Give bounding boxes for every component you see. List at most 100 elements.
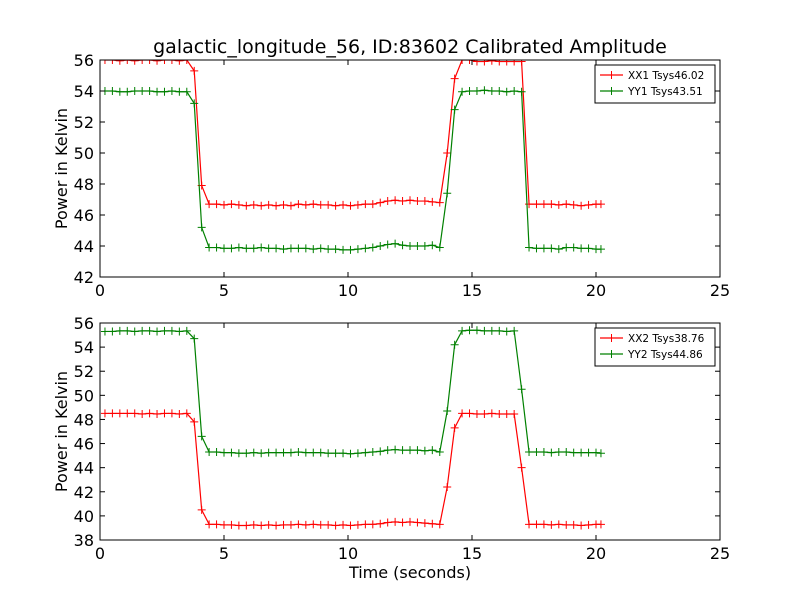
bottom-series-1-point [242,521,251,530]
top-series-1-point [115,60,124,65]
top-series-1-point [368,200,377,209]
bottom-legend: XX2 Tsys38.76 YY2 Tsys44.86 [594,327,716,367]
top-series-2-point [242,244,251,253]
bottom-series-1-point [294,520,303,529]
bottom-x-tick-label: 25 [710,544,730,563]
bottom-y-tick-label: 56 [74,314,94,333]
bottom-series-1-point [562,520,571,529]
top-series-1-point [584,200,593,209]
top-series-2-point [435,243,444,252]
bottom-series-2-point [547,448,556,457]
top-series-2-point [450,105,459,114]
bottom-series-2-point [495,326,504,335]
top-series-2-point [353,245,362,254]
top-x-tick-label: 0 [95,281,105,300]
bottom-series-2-point [532,447,541,456]
bottom-series-1-point [554,520,563,529]
bottom-series-2-point [510,326,519,335]
bottom-series-1-point [331,521,340,530]
bottom-y-tick-label: 50 [74,386,94,405]
bottom-legend-box [594,327,716,367]
bottom-series-1-point [301,520,310,529]
bottom-legend-marker [607,350,616,358]
top-legend-entry: YY1 Tsys43.51 [627,86,703,98]
bottom-series-1-point [167,409,176,418]
top-series-2-point [502,87,511,96]
bottom-series-1-point [596,520,605,529]
bottom-legend-marker [607,334,616,342]
bottom-series-1-point [257,521,266,530]
bottom-series-1-point [435,520,444,529]
top-series-2-point [517,87,526,96]
top-legend-box [594,64,716,104]
top-x-tick-label: 5 [219,281,229,300]
top-series-1-point [108,60,117,64]
top-series-2-point [361,244,370,253]
bottom-series-2-point [383,446,392,455]
top-series-1-point [339,200,348,209]
top-series-2-point [160,87,169,96]
bottom-series-1-point [197,505,206,514]
bottom-series-2-point [257,449,266,458]
top-series-2-point [234,243,243,252]
top-y-tick-label: 48 [74,175,94,194]
top-y-tick-label: 50 [74,144,94,163]
bottom-series-1-point [495,410,504,419]
top-series-2-point [569,243,578,252]
bottom-series-2-point [108,327,117,336]
top-x-tick-label: 10 [338,281,358,300]
top-x-tick-label: 20 [586,281,606,300]
bottom-series-1-point [316,520,325,529]
bottom-series-2-point [160,326,169,335]
top-series-2-point [294,244,303,253]
bottom-series-2-point [145,326,154,335]
top-series-2-point [472,87,481,95]
bottom-series-2-point [175,327,184,336]
bottom-series-1-point [577,521,586,530]
bottom-series-1-point [443,482,452,491]
top-series-2-point [264,244,273,253]
bottom-series-1-point [272,521,281,530]
bottom-series-2-point [182,326,191,335]
top-series-1-point [547,200,556,209]
top-series-2-point [331,245,340,254]
bottom-y-tick-label: 38 [74,531,94,550]
top-series-1-point [532,200,541,209]
top-series-2-point [391,239,400,248]
bottom-x-tick-label: 5 [219,544,229,563]
bottom-y-tick-label: 44 [74,459,94,478]
top-series-1-point [220,200,228,209]
bottom-series-1-point [160,409,169,418]
bottom-y-tick-label: 46 [74,435,94,454]
top-series-1-point [383,197,392,206]
top-series-2-point [495,87,504,95]
bottom-series-2-point [339,449,348,458]
bottom-legend-entry: YY2 Tsys44.86 [627,349,703,361]
top-series-1-point [264,200,273,209]
top-series-2-point [130,87,139,95]
bottom-x-tick-label: 15 [462,544,482,563]
top-series-2-point [420,242,429,250]
bottom-series-2-point [361,448,370,457]
bottom-series-1-point [398,518,407,527]
top-series-2-point [465,87,474,95]
bottom-series-1-point [264,520,273,529]
bottom-series-1-point [584,520,593,529]
top-series-2-point [309,245,318,254]
top-series-2-point [115,87,124,96]
bottom-series-2-point [227,448,236,457]
bottom-y-tick-label: 42 [74,483,94,502]
bottom-series-1-point [175,410,184,419]
bottom-series-2-point [480,326,489,335]
bottom-series-2-point [138,326,147,335]
top-series-2-point [212,243,221,252]
top-series-1-point [190,66,199,75]
bottom-series-1-point [569,520,578,529]
top-series-1-point [182,60,191,64]
bottom-series-2-point [205,447,214,456]
top-series-1-point [257,201,266,210]
top-plot-panel: 0 5 10 15 20 25 42 44 46 48 50 52 54 56 Power in Kelvi… [52,51,730,300]
bottom-series-1-point [100,409,109,418]
bottom-series-2-point [346,449,355,458]
